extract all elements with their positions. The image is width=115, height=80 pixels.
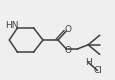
Text: O: O (64, 25, 71, 34)
Text: Cl: Cl (92, 66, 101, 75)
Text: H: H (84, 58, 91, 67)
Text: O: O (64, 46, 71, 55)
Text: HN: HN (5, 21, 19, 30)
